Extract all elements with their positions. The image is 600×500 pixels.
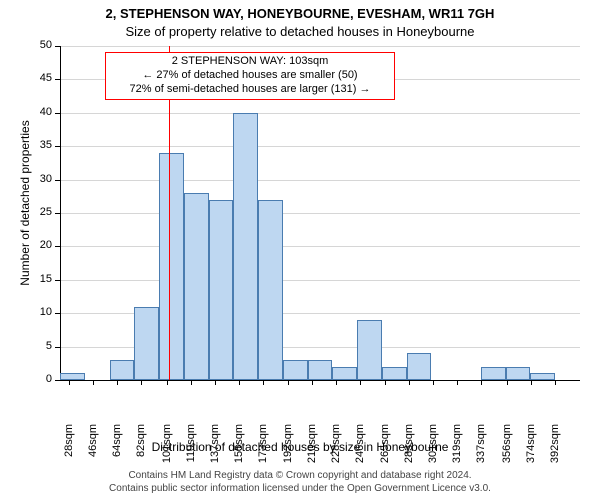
y-tick-label: 45 [26,72,52,84]
histogram-bar [209,200,234,380]
y-tick-label: 50 [26,39,52,51]
x-tick-mark [191,380,192,385]
x-axis-label: Distribution of detached houses by size … [0,440,600,454]
annotation-line: ← 27% of detached houses are smaller (50… [110,69,390,83]
x-tick-mark [531,380,532,385]
x-tick-mark [117,380,118,385]
attribution-footer: Contains HM Land Registry data © Crown c… [0,470,600,495]
x-axis-line [60,380,580,381]
y-tick-label: 0 [26,373,52,385]
annotation-box: 2 STEPHENSON WAY: 103sqm← 27% of detache… [105,52,395,100]
x-tick-mark [481,380,482,385]
y-grid-line [60,213,580,214]
x-tick-mark [457,380,458,385]
x-tick-mark [360,380,361,385]
histogram-bar [233,113,258,380]
histogram-bar [283,360,308,380]
x-tick-mark [336,380,337,385]
page-subtitle: Size of property relative to detached ho… [0,24,600,39]
x-tick-mark [433,380,434,385]
histogram-bar [184,193,209,380]
y-tick-label: 10 [26,306,52,318]
y-axis-label: Number of detached properties [18,103,32,303]
histogram-bar [407,353,432,380]
histogram-bar [357,320,382,380]
y-grid-line [60,113,580,114]
histogram-bar [506,367,531,380]
histogram-bar [159,153,184,380]
x-tick-mark [288,380,289,385]
histogram-bar [530,373,555,380]
page-title: 2, STEPHENSON WAY, HONEYBOURNE, EVESHAM,… [0,6,600,21]
y-grid-line [60,146,580,147]
histogram-bar [110,360,135,380]
histogram-bar [60,373,85,380]
footer-line: Contains public sector information licen… [0,483,600,496]
annotation-line: 72% of semi-detached houses are larger (… [110,83,390,97]
y-grid-line [60,246,580,247]
y-grid-line [60,46,580,47]
x-tick-mark [93,380,94,385]
annotation-line: 2 STEPHENSON WAY: 103sqm [110,55,390,69]
x-tick-mark [141,380,142,385]
x-tick-mark [239,380,240,385]
y-axis-line [60,46,61,380]
histogram-bar [258,200,283,380]
y-tick-label: 5 [26,340,52,352]
x-tick-mark [263,380,264,385]
x-tick-mark [385,380,386,385]
y-grid-line [60,280,580,281]
histogram-bar [481,367,506,380]
x-tick-mark [215,380,216,385]
x-tick-mark [69,380,70,385]
x-tick-mark [555,380,556,385]
histogram-bar [134,307,159,380]
x-tick-mark [409,380,410,385]
footer-line: Contains HM Land Registry data © Crown c… [0,470,600,483]
x-tick-mark [167,380,168,385]
histogram-bar [382,367,407,380]
x-tick-mark [312,380,313,385]
y-grid-line [60,180,580,181]
x-tick-mark [507,380,508,385]
histogram-bar [308,360,333,380]
histogram-bar [332,367,357,380]
